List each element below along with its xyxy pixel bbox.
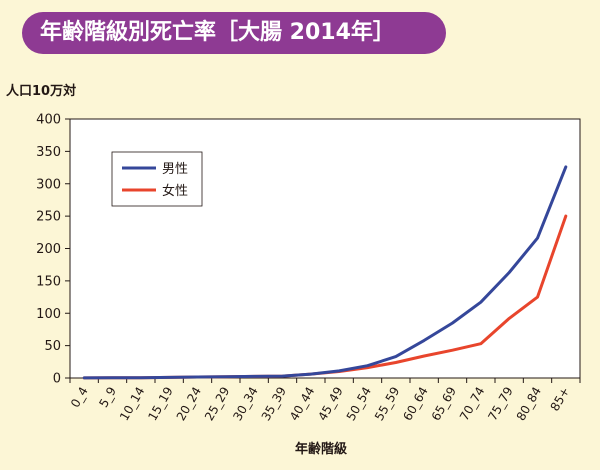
x-axis-label: 年齢階級 xyxy=(295,442,348,457)
y-tick-label: 200 xyxy=(36,242,61,257)
series-line xyxy=(82,165,568,380)
x-tick-label: 70_74 xyxy=(457,385,487,424)
x-tick-label: 55_59 xyxy=(372,385,402,424)
x-tick-label: 10_14 xyxy=(117,385,147,424)
x-tick-label: 15_19 xyxy=(145,385,175,424)
y-tick-label: 100 xyxy=(36,307,61,322)
y-axis: 0 50 100 150 200 250 300 350 400 xyxy=(36,113,70,387)
x-tick-label: 80_84 xyxy=(514,385,544,424)
chart-title: 年齢階級別死亡率［大腸 2014年］ xyxy=(22,12,446,54)
x-tick-label: 0_4 xyxy=(68,385,91,410)
x-axis: 0_4 5_910_1415_1920_2425_2930_3435_3940_4… xyxy=(68,378,581,424)
legend-label: 男性 xyxy=(162,162,188,177)
y-tick-label: 150 xyxy=(36,274,61,289)
x-tick-label: 85+ xyxy=(548,385,573,414)
y-tick-label: 300 xyxy=(36,177,61,192)
legend-label: 女性 xyxy=(162,183,188,199)
x-tick-label: 30_34 xyxy=(230,385,260,424)
y-tick-label: 50 xyxy=(44,339,61,354)
x-tick-label: 60_64 xyxy=(400,385,430,424)
y-tick-label: 250 xyxy=(36,210,61,225)
x-tick-label: 45_49 xyxy=(315,385,345,424)
y-tick-label: 0 xyxy=(53,372,61,387)
x-tick-label: 35_39 xyxy=(259,385,289,424)
y-tick-label: 350 xyxy=(36,145,61,160)
y-tick-label: 400 xyxy=(36,113,61,128)
series-lines xyxy=(82,165,568,380)
x-tick-label: 75_79 xyxy=(485,385,515,424)
x-tick-label: 65_69 xyxy=(429,385,459,424)
x-tick-label: 25_29 xyxy=(202,385,232,424)
legend-box xyxy=(111,151,203,207)
x-tick-label: 50_54 xyxy=(344,385,374,424)
x-tick-label: 5_9 xyxy=(96,385,119,410)
y-axis-label: 人口10万対 xyxy=(6,84,77,99)
x-tick-label: 20_24 xyxy=(174,385,204,424)
x-tick-label: 40_44 xyxy=(287,385,317,424)
